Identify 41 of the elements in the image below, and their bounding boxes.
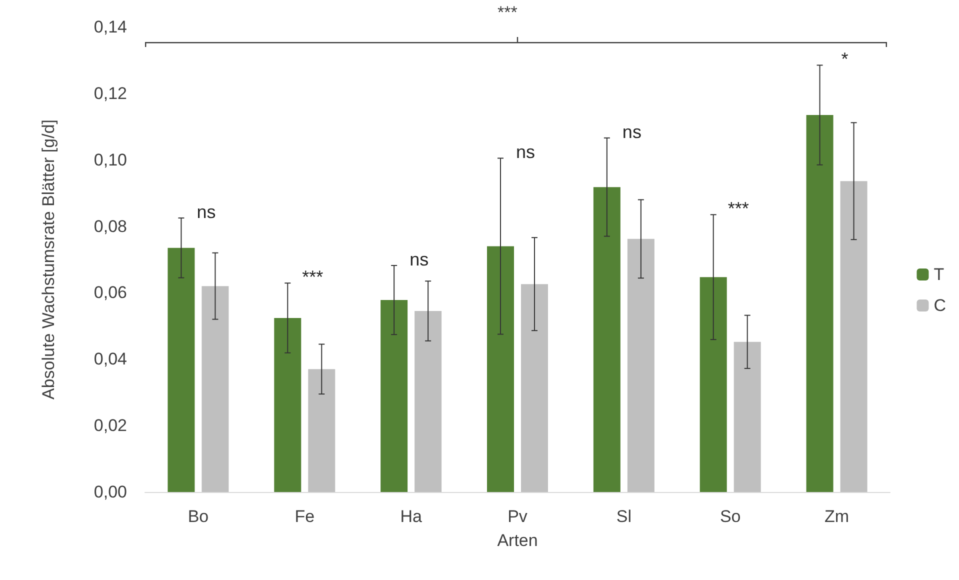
x-tick-label: Ha xyxy=(400,507,422,526)
bar xyxy=(487,246,514,492)
bar xyxy=(414,310,442,492)
y-axis-title: Absolute Wachstumsrate Blätter [g/d] xyxy=(39,120,58,400)
bar xyxy=(700,277,727,492)
bar xyxy=(521,284,548,492)
annotation: *** xyxy=(302,267,324,288)
annotation: ns xyxy=(516,142,536,162)
x-tick-label: Pv xyxy=(508,507,528,526)
bar xyxy=(308,369,336,492)
x-axis-title: Arten xyxy=(497,531,538,550)
bar xyxy=(168,248,195,492)
x-tick-label: So xyxy=(720,507,741,526)
annotation: ns xyxy=(410,249,429,270)
annotation: * xyxy=(841,49,848,70)
bar xyxy=(734,342,761,492)
y-tick-label: 0,12 xyxy=(94,84,127,103)
legend-label: C xyxy=(934,296,946,315)
text: *** xyxy=(498,3,518,22)
annotation: ns xyxy=(622,122,642,142)
bar xyxy=(202,286,229,492)
y-tick-label: 0,04 xyxy=(94,350,127,369)
bar xyxy=(274,318,302,492)
bar xyxy=(840,181,868,492)
y-tick-label: 0,06 xyxy=(94,283,127,302)
x-tick-label: Zm xyxy=(824,507,850,526)
bar xyxy=(627,238,654,492)
annotation: ns xyxy=(196,202,216,222)
y-tick-label: 0,00 xyxy=(94,482,127,502)
y-tick-label: 0,10 xyxy=(94,150,127,170)
bar xyxy=(380,300,408,492)
bar xyxy=(593,187,620,492)
y-tick-label: 0,08 xyxy=(94,216,127,236)
legend-label: T xyxy=(934,265,944,284)
y-tick-label: 0,02 xyxy=(94,416,127,436)
annotation: *** xyxy=(728,198,749,219)
bar xyxy=(806,115,834,492)
y-tick-label: 0,14 xyxy=(94,18,127,36)
x-tick-label: Sl xyxy=(616,507,632,526)
x-tick-label: Fe xyxy=(294,507,315,526)
x-tick-label: Bo xyxy=(188,507,209,526)
